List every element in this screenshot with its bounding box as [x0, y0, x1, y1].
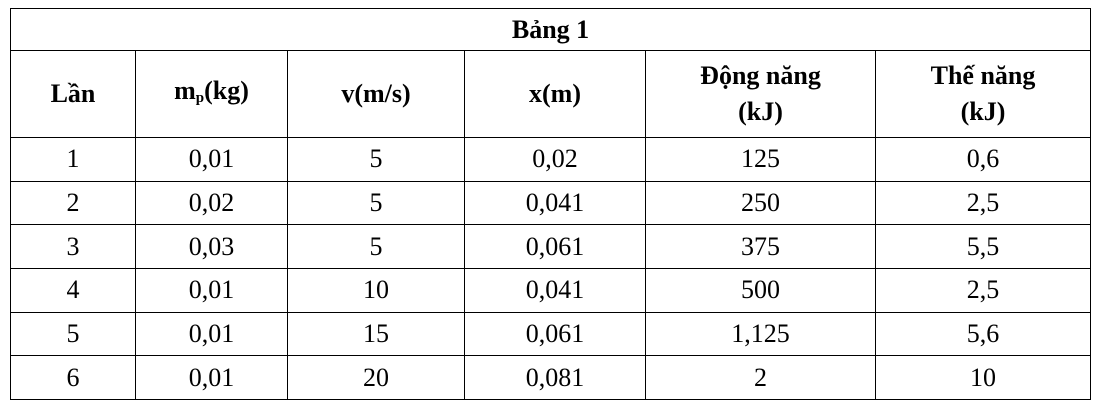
table-cell: 5 — [287, 224, 465, 270]
table-cell: 250 — [645, 180, 876, 226]
table-cell: 2 — [10, 180, 136, 226]
table-cell: 1 — [10, 137, 136, 182]
table-cell: 0,041 — [464, 268, 646, 313]
table-cell: 0,01 — [135, 137, 288, 182]
table-cell: 4 — [10, 268, 136, 313]
table-cell: 0,03 — [135, 224, 288, 270]
table-cell: 0,01 — [135, 268, 288, 313]
table-row: 3 0,03 5 0,061 375 5,5 — [10, 224, 1092, 270]
header-text: Lần — [50, 79, 96, 108]
table-cell: 375 — [645, 224, 876, 270]
header-cell: Lần — [10, 50, 136, 138]
table-cell: 2,5 — [874, 180, 1092, 226]
table-cell: 20 — [287, 355, 465, 401]
table-cell: 1,125 — [645, 311, 876, 357]
table-cell: 0,081 — [464, 355, 646, 401]
header-cell: x(m) — [464, 50, 646, 138]
table-cell: 0,02 — [135, 180, 288, 226]
header-cell: Động năng (kJ) — [645, 50, 876, 138]
table-row: 2 0,02 5 0,041 250 2,5 — [10, 180, 1092, 226]
table-cell: 3 — [10, 224, 136, 270]
table-cell: 0,01 — [135, 311, 288, 357]
header-cell: v(m/s) — [287, 50, 465, 138]
table-cell: 5 — [287, 180, 465, 226]
table-cell: 0,041 — [464, 180, 646, 226]
header-text: x(m) — [529, 79, 581, 108]
table-row: 5 0,01 15 0,061 1,125 5,6 — [10, 311, 1092, 357]
table-cell: 5,5 — [874, 224, 1092, 270]
data-table: Bảng 1 Lần mp(kg) v(m/s) x(m) Động năng (kJ) T… — [9, 8, 1092, 401]
header-text: v(m/s) — [341, 79, 411, 108]
header-text: m — [174, 75, 196, 105]
header-text: (kJ) — [738, 97, 783, 126]
table-cell: 6 — [10, 355, 136, 401]
header-text: (kJ) — [960, 97, 1006, 126]
header-row: Lần mp(kg) v(m/s) x(m) Động năng (kJ) Thế năng… — [10, 50, 1092, 138]
header-cell: Thế năng (kJ) — [874, 50, 1092, 138]
header-text: Thế năng — [930, 61, 1036, 90]
table-row: 6 0,01 20 0,081 2 10 — [10, 355, 1092, 401]
table-body: 1 0,01 5 0,02 125 0,6 2 0,02 5 0,041 250 2,5 3 0,03 5 0… — [10, 137, 1092, 401]
table-cell: 0,01 — [135, 355, 288, 401]
table-cell: 125 — [645, 137, 876, 182]
table-cell: 15 — [287, 311, 465, 357]
table-cell: 0,6 — [874, 137, 1092, 182]
table-cell: 10 — [287, 268, 465, 313]
table-cell: 5 — [287, 137, 465, 182]
table-cell: 0,061 — [464, 311, 646, 357]
table-cell: 5 — [10, 311, 136, 357]
header-text: Động năng — [700, 61, 821, 90]
header-text: (kg) — [204, 75, 249, 105]
table-cell: 2 — [645, 355, 876, 401]
table-cell: 5,6 — [874, 311, 1092, 357]
table-cell: 2,5 — [874, 268, 1092, 313]
table-row: 4 0,01 10 0,041 500 2,5 — [10, 268, 1092, 313]
table-cell: 0,02 — [464, 137, 646, 182]
table-row: 1 0,01 5 0,02 125 0,6 — [10, 137, 1092, 182]
table-cell: 500 — [645, 268, 876, 313]
table-cell: 10 — [874, 355, 1092, 401]
header-subscript: p — [195, 89, 205, 106]
table-cell: 0,061 — [464, 224, 646, 270]
title-row: Bảng 1 — [9, 8, 1092, 51]
header-cell: mp(kg) — [135, 50, 288, 138]
table-title: Bảng 1 — [9, 8, 1092, 51]
